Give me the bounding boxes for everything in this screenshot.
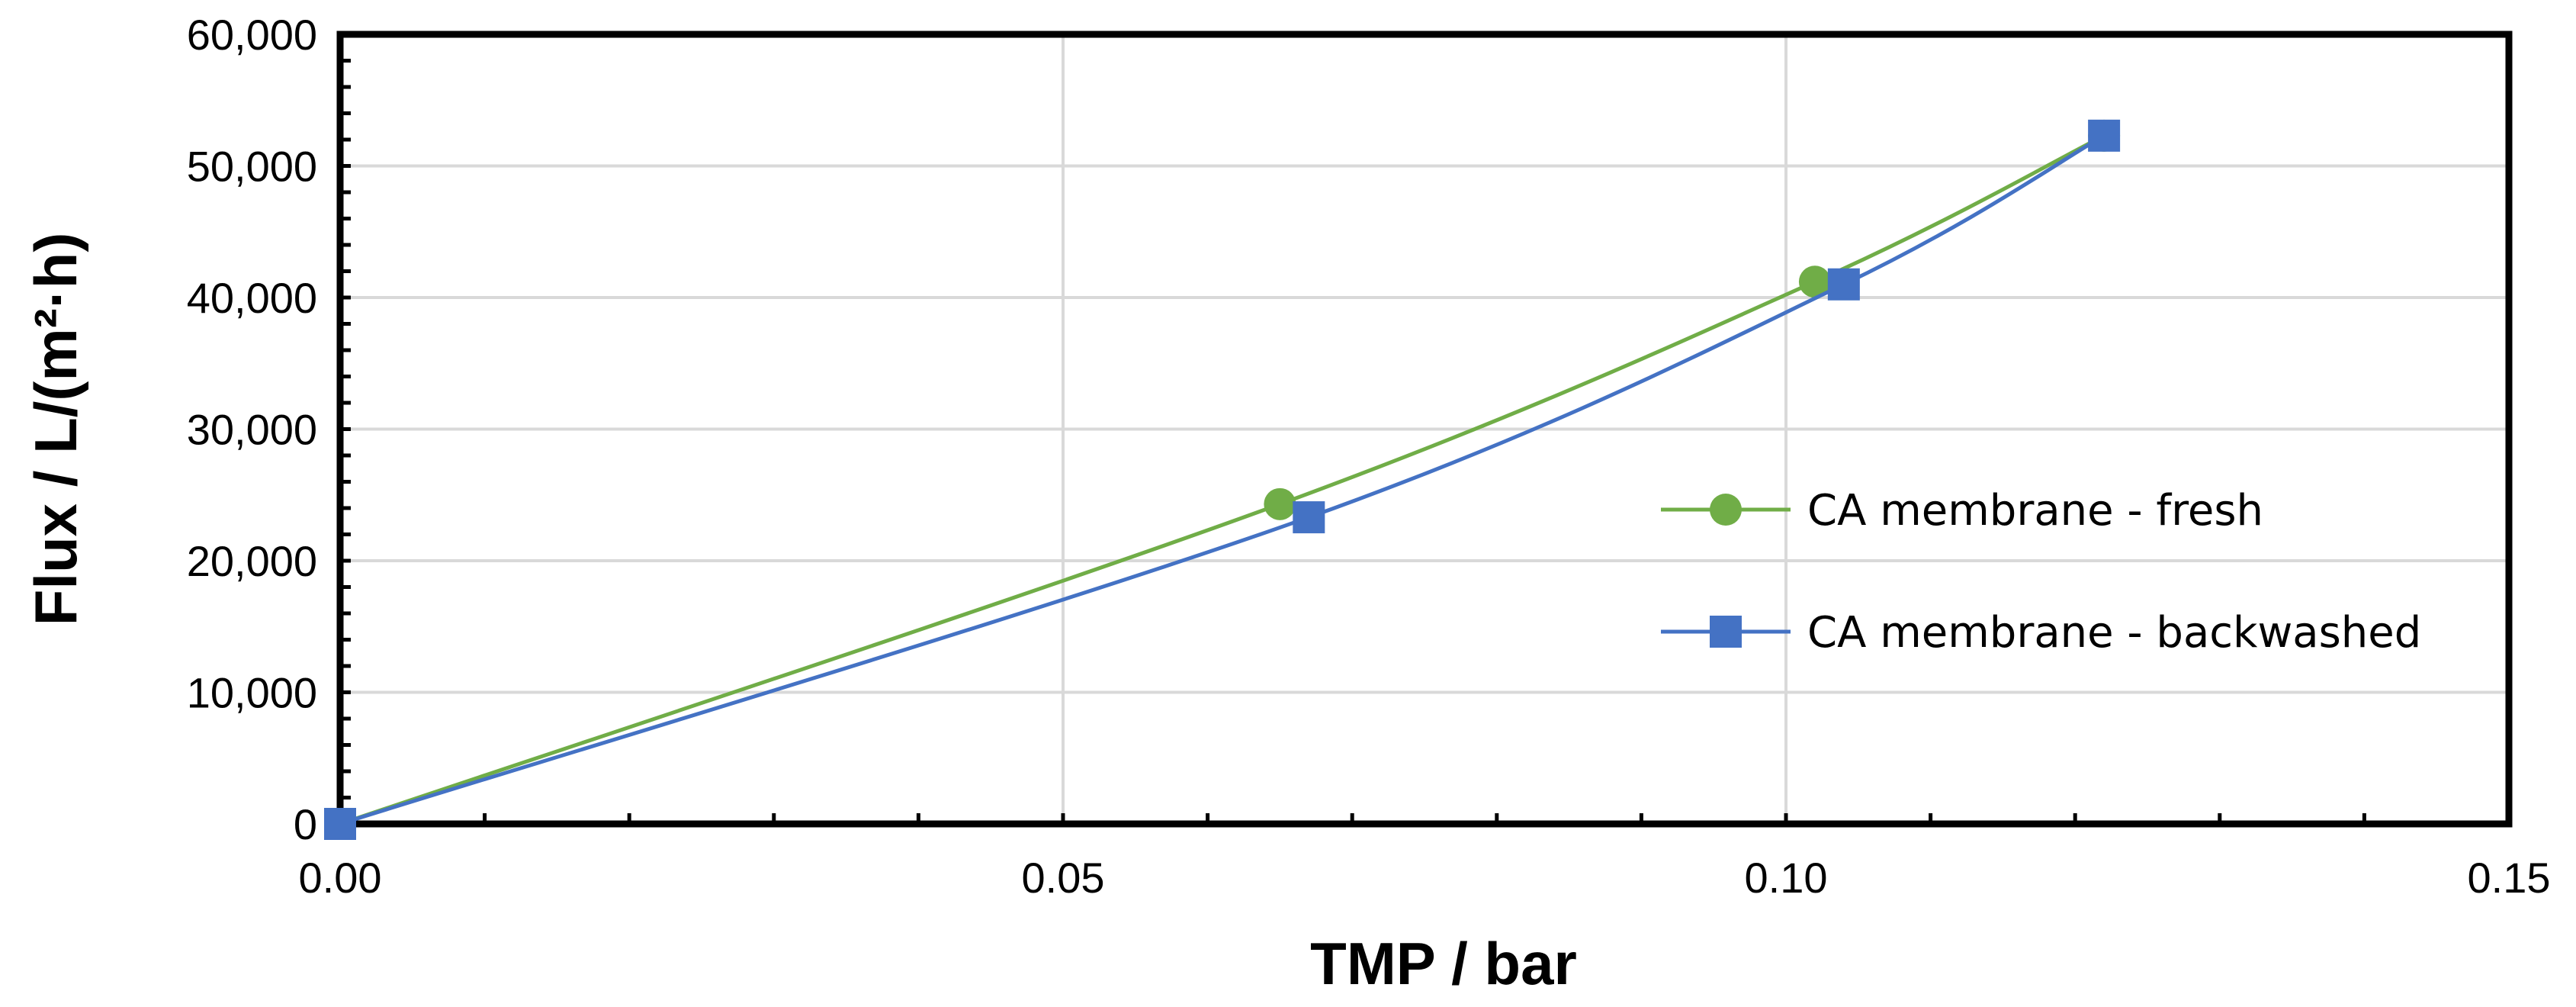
data-point — [2088, 119, 2121, 152]
series-lines — [324, 119, 2121, 840]
plot-area-frame — [336, 31, 2513, 828]
y-tick-label: 60,000 — [187, 11, 317, 59]
data-point — [1798, 265, 1831, 298]
y-tick-label: 20,000 — [187, 537, 317, 585]
x-tick-label: 0.00 — [299, 854, 382, 902]
x-tick-label: 0.05 — [1022, 854, 1105, 902]
y-tick-label: 10,000 — [187, 669, 317, 717]
legend-entry: CA membrane - backwashed — [1661, 608, 2421, 658]
series-line — [339, 134, 2105, 826]
legend-marker — [1710, 616, 1742, 648]
y-tick-label: 40,000 — [187, 274, 317, 322]
series-2 — [324, 119, 2121, 840]
y-axis-title: Flux / L/(m²·h) — [22, 233, 89, 626]
legend: CA membrane - fresh CA membrane - backwas… — [1661, 486, 2421, 658]
x-tick-label: 0.15 — [2468, 854, 2551, 902]
y-tick-label: 0 — [294, 800, 317, 848]
series-1 — [324, 119, 2121, 840]
y-tick-label: 30,000 — [187, 406, 317, 454]
y-tick-label: 50,000 — [187, 143, 317, 191]
legend-label: CA membrane - fresh — [1807, 486, 2263, 536]
data-point — [324, 808, 356, 840]
data-point — [1827, 268, 1860, 301]
x-axis-title: TMP / bar — [1310, 930, 1577, 997]
data-point — [1293, 501, 1325, 534]
tick-labels: 0 10,000 20,000 30,000 40,000 50,000 60,000 0.0… — [187, 11, 2551, 902]
minor-ticks — [340, 59, 2366, 824]
x-tick-label: 0.10 — [1745, 854, 1828, 902]
data-point — [1264, 487, 1296, 520]
gridlines — [340, 34, 2509, 824]
legend-entry: CA membrane - fresh — [1661, 486, 2263, 536]
legend-label: CA membrane - backwashed — [1807, 608, 2421, 658]
series-line — [339, 134, 2105, 826]
legend-marker — [1710, 494, 1742, 526]
